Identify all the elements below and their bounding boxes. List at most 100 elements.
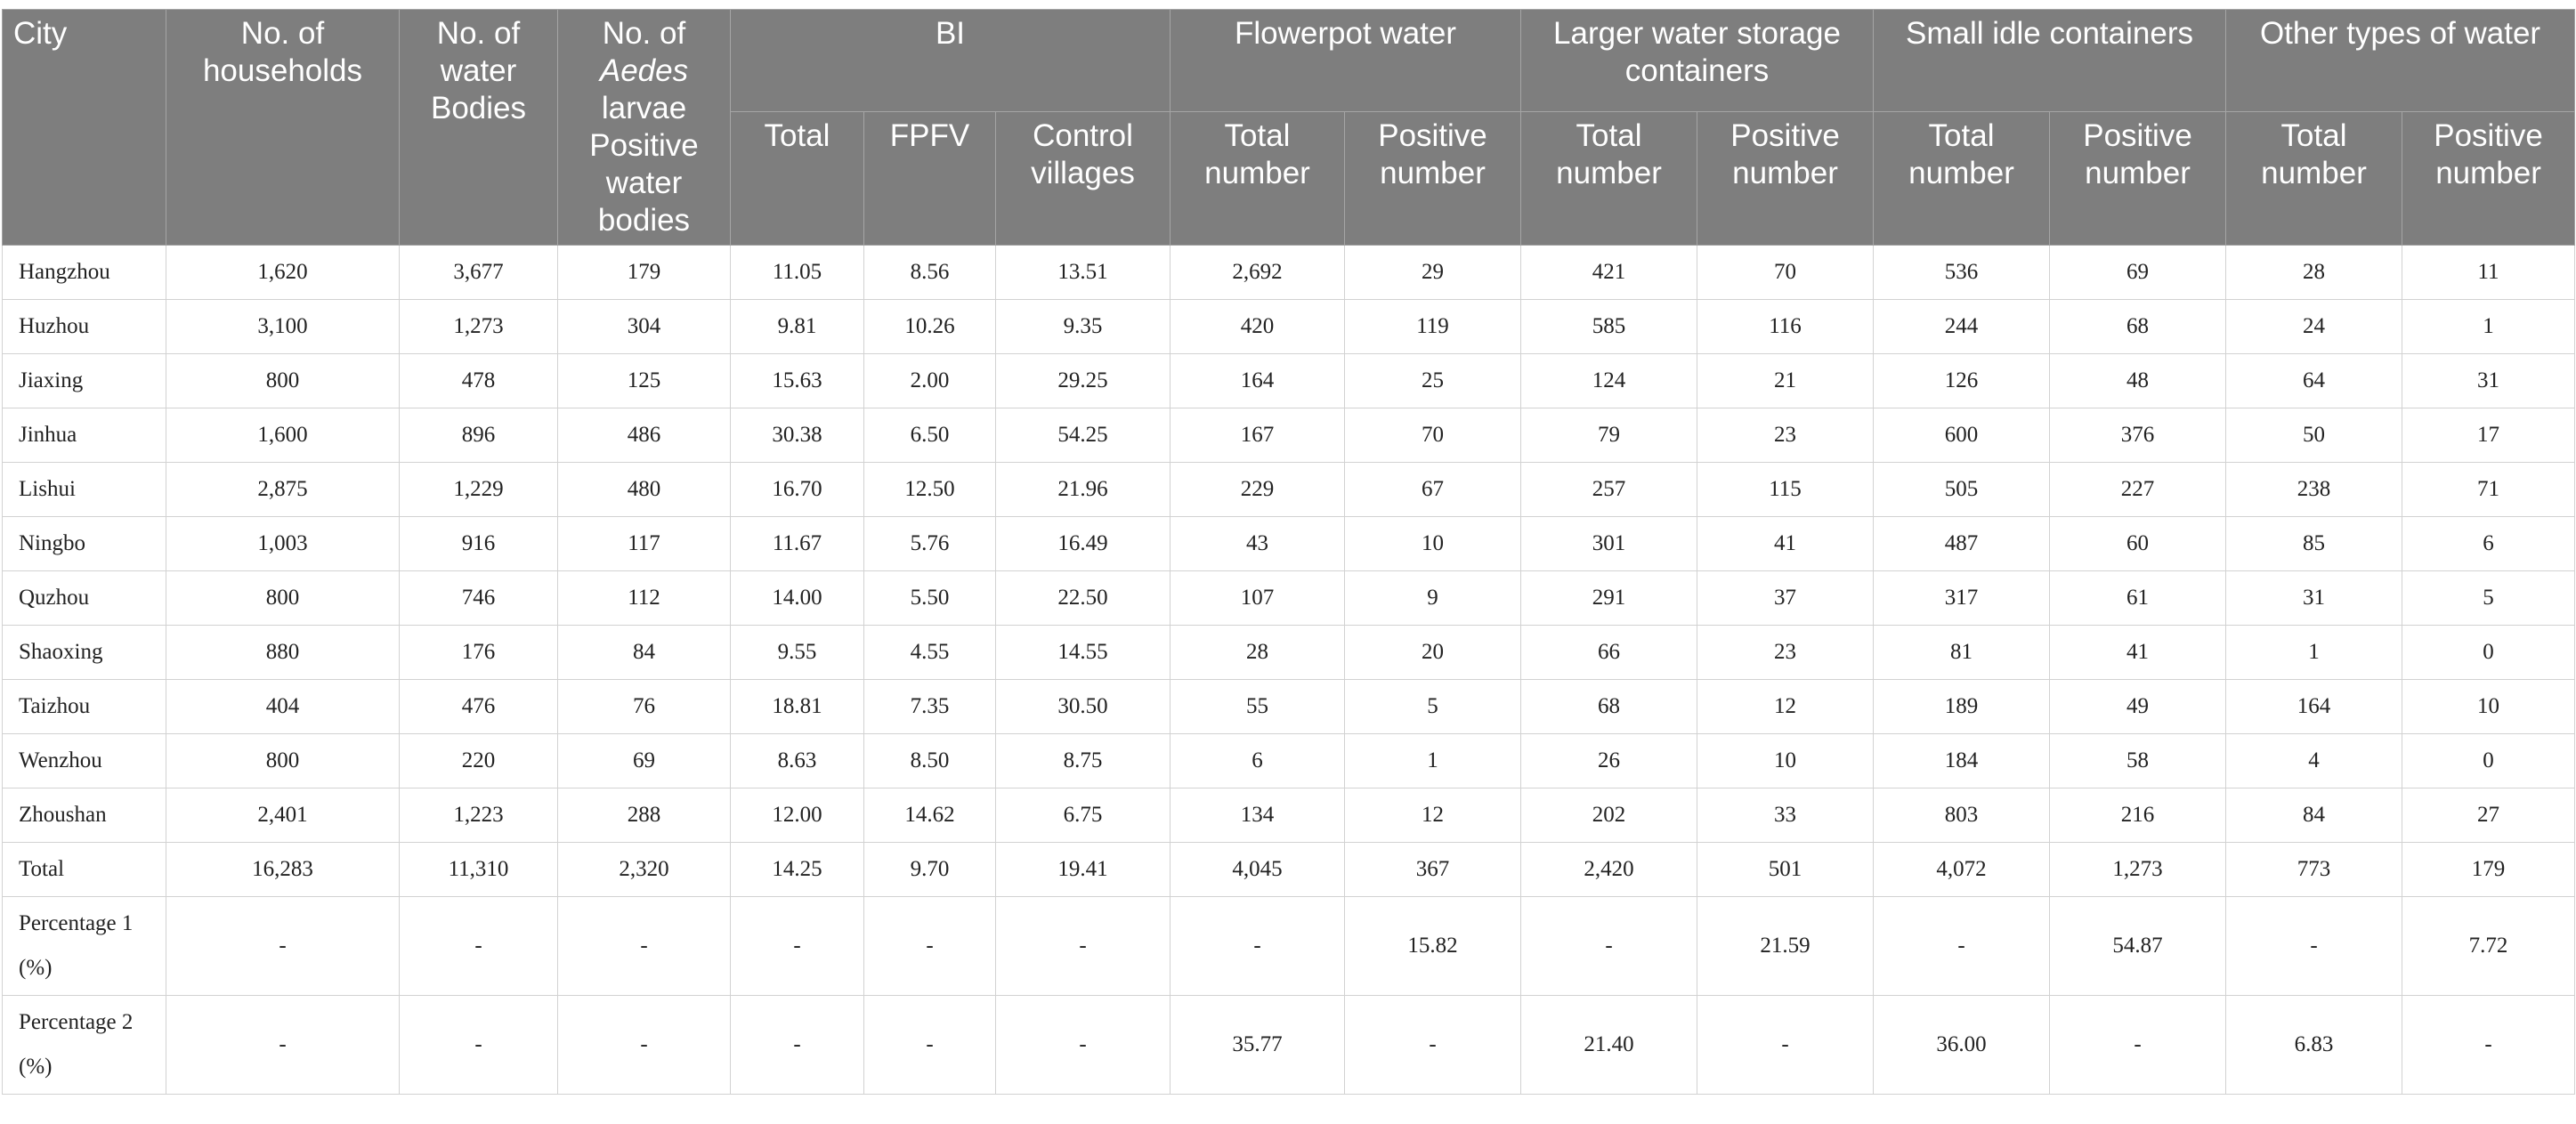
- table-row: Total 16,283 11,310 2,320 14.25 9.70 19.41 4,04…: [2, 842, 2576, 897]
- header-small-total: Total number: [1873, 110, 2051, 247]
- table-cell: 5.76: [863, 516, 996, 571]
- header-flowerpot: Flowerpot water: [1169, 9, 1522, 112]
- table-cell: 115: [1697, 462, 1875, 517]
- table-cell: 15.63: [730, 353, 864, 408]
- table-cell: 19.41: [995, 842, 1171, 897]
- table-cell: 1,003: [166, 516, 400, 571]
- table-cell: 76: [557, 679, 731, 734]
- table-cell: 376: [2049, 408, 2227, 463]
- table-cell: 11,310: [399, 842, 558, 897]
- table-cell: 6.83: [2225, 995, 2403, 1095]
- header-flowerpot-total: Total number: [1170, 110, 1345, 247]
- table-row: Huzhou 3,100 1,273 304 9.81 10.26 9.35 420 119 58…: [2, 299, 2576, 354]
- table-cell: 68: [1520, 679, 1698, 734]
- table-cell: 9: [1343, 570, 1522, 626]
- header-larger-positive: Positive number: [1697, 110, 1875, 247]
- table-cell: 50: [2225, 408, 2403, 463]
- table-cell: -: [730, 896, 864, 996]
- table-cell: -: [166, 896, 400, 996]
- table-cell: 301: [1520, 516, 1698, 571]
- table-cell: 5.50: [863, 570, 996, 626]
- table-cell: 9.35: [995, 299, 1171, 354]
- row-label: Jiaxing: [2, 353, 166, 408]
- row-label: Jinhua: [2, 408, 166, 463]
- table-cell: 125: [557, 353, 731, 408]
- table-cell: 23: [1697, 408, 1875, 463]
- table-cell: 916: [399, 516, 558, 571]
- table-cell: 70: [1343, 408, 1522, 463]
- table-cell: 14.62: [863, 788, 996, 843]
- table-cell: -: [399, 995, 558, 1095]
- table-cell: 6.75: [995, 788, 1171, 843]
- table-cell: 71: [2402, 462, 2576, 517]
- table-cell: 28: [2225, 245, 2403, 300]
- table-cell: 117: [557, 516, 731, 571]
- table-cell: 486: [557, 408, 731, 463]
- table-body: Hangzhou 1,620 3,677 179 11.05 8.56 13.51 2,692…: [2, 245, 2576, 1095]
- table-cell: 23: [1697, 625, 1875, 680]
- table-cell: 112: [557, 570, 731, 626]
- table-cell: 189: [1873, 679, 2051, 734]
- table-cell: 896: [399, 408, 558, 463]
- table-cell: 33: [1697, 788, 1875, 843]
- table-container: City No. of households No. of water Bodi…: [2, 9, 2576, 1095]
- table-cell: -: [399, 896, 558, 996]
- table-cell: 244: [1873, 299, 2051, 354]
- table-cell: 12.50: [863, 462, 996, 517]
- table-cell: 291: [1520, 570, 1698, 626]
- table-cell: 49: [2049, 679, 2227, 734]
- header-water-bodies: No. of water Bodies: [399, 9, 558, 246]
- table-cell: 16,283: [166, 842, 400, 897]
- table-cell: 67: [1343, 462, 1522, 517]
- table-cell: 9.55: [730, 625, 864, 680]
- table-cell: 505: [1873, 462, 2051, 517]
- table-cell: 176: [399, 625, 558, 680]
- table-cell: 29.25: [995, 353, 1171, 408]
- table-cell: 0: [2402, 733, 2576, 788]
- table-row: Jiaxing 800 478 125 15.63 2.00 29.25 164 25 124 21…: [2, 353, 2576, 408]
- table-cell: 107: [1170, 570, 1345, 626]
- row-label: Ningbo: [2, 516, 166, 571]
- header-positive-suffix: larvae Positive water bodies: [589, 91, 699, 238]
- table-cell: -: [2225, 896, 2403, 996]
- table-cell: 2,320: [557, 842, 731, 897]
- table-cell: 179: [2402, 842, 2576, 897]
- table-cell: 1,273: [399, 299, 558, 354]
- table-cell: 14.55: [995, 625, 1171, 680]
- table-cell: 6.50: [863, 408, 996, 463]
- table-cell: 4,045: [1170, 842, 1345, 897]
- table-cell: 1,620: [166, 245, 400, 300]
- table-cell: -: [557, 896, 731, 996]
- table-cell: 43: [1170, 516, 1345, 571]
- table-row: Taizhou 404 476 76 18.81 7.35 30.50 55 5 68 12 189 4…: [2, 679, 2576, 734]
- table-cell: 30.50: [995, 679, 1171, 734]
- table-cell: 304: [557, 299, 731, 354]
- table-cell: 22.50: [995, 570, 1171, 626]
- row-label: Huzhou: [2, 299, 166, 354]
- table-cell: 179: [557, 245, 731, 300]
- table-cell: 21.96: [995, 462, 1171, 517]
- table-cell: -: [995, 896, 1171, 996]
- table-row: Lishui 2,875 1,229 480 16.70 12.50 21.96 229 67 2…: [2, 462, 2576, 517]
- header-other-positive: Positive number: [2402, 110, 2576, 247]
- table-cell: 1,600: [166, 408, 400, 463]
- table-cell: 9.70: [863, 842, 996, 897]
- table-cell: 11: [2402, 245, 2576, 300]
- table-cell: -: [2049, 995, 2227, 1095]
- row-label: Shaoxing: [2, 625, 166, 680]
- table-cell: -: [2402, 995, 2576, 1095]
- table-cell: 536: [1873, 245, 2051, 300]
- table-cell: 58: [2049, 733, 2227, 788]
- table-cell: 13.51: [995, 245, 1171, 300]
- table-cell: 134: [1170, 788, 1345, 843]
- table-row: Hangzhou 1,620 3,677 179 11.05 8.56 13.51 2,692…: [2, 245, 2576, 300]
- header-positive-prefix: No. of: [602, 16, 686, 51]
- table-cell: 31: [2225, 570, 2403, 626]
- table-cell: -: [863, 995, 996, 1095]
- table-cell: 773: [2225, 842, 2403, 897]
- table-cell: 12: [1343, 788, 1522, 843]
- table-cell: 6: [1170, 733, 1345, 788]
- table-cell: 8.63: [730, 733, 864, 788]
- table-cell: 1: [1343, 733, 1522, 788]
- table-cell: 79: [1520, 408, 1698, 463]
